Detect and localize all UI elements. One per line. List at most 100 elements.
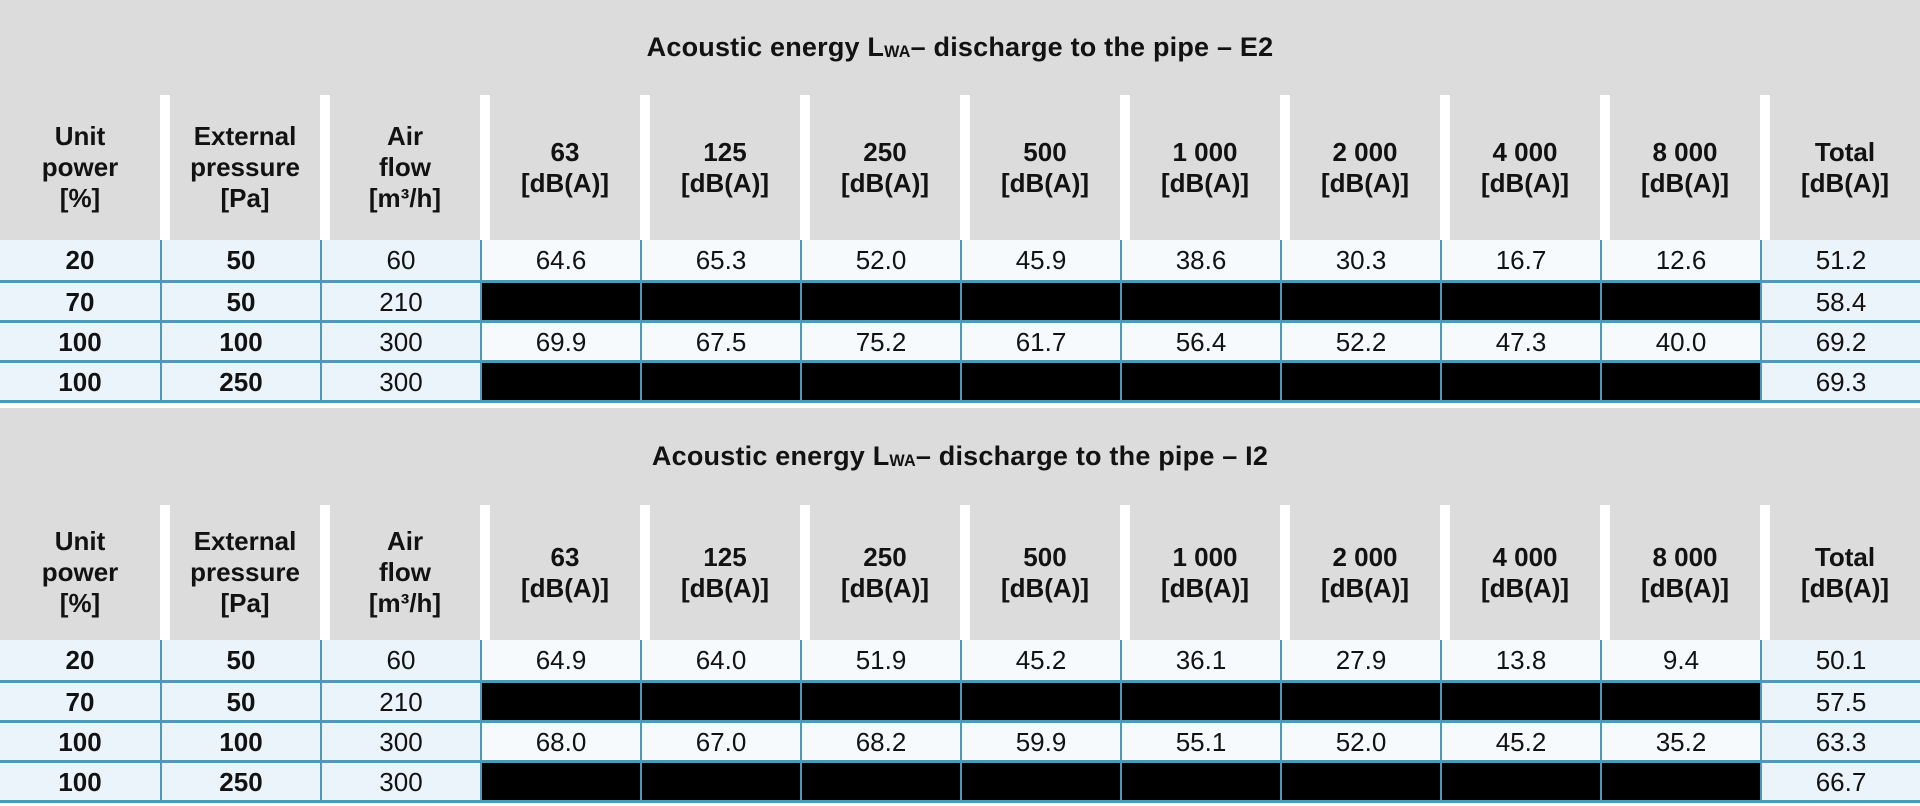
redacted-cell xyxy=(1120,763,1280,800)
cell-unit-power: 100 xyxy=(0,363,160,400)
cell-f8000: 12.6 xyxy=(1600,240,1760,280)
cell-total: 58.4 xyxy=(1760,283,1920,320)
header-line: Unit xyxy=(54,121,106,151)
column-header-f8000: 8 000 [dB(A)] xyxy=(1600,95,1760,240)
header-line: [dB(A)] xyxy=(1320,167,1410,198)
header-line: External xyxy=(193,121,297,151)
cell-f500: 45.2 xyxy=(960,640,1120,680)
cell-total: 57.5 xyxy=(1760,683,1920,720)
column-header-air-flow: Air flow [m³/h] xyxy=(320,95,480,240)
header-line: [dB(A)] xyxy=(1800,167,1890,198)
redacted-cell xyxy=(1600,683,1760,720)
column-header-f500: 500 [dB(A)] xyxy=(960,505,1120,640)
header-line: 63 xyxy=(550,541,580,572)
column-header-f4000: 4 000 [dB(A)] xyxy=(1440,95,1600,240)
redacted-cell xyxy=(1440,763,1600,800)
header-line: power xyxy=(41,152,119,182)
header-line: [dB(A)] xyxy=(1160,167,1250,198)
redacted-cell xyxy=(480,283,640,320)
header-line: 1 000 xyxy=(1172,541,1238,572)
header-line: 8 000 xyxy=(1652,136,1718,167)
cell-f63: 64.9 xyxy=(480,640,640,680)
cell-external-pressure: 50 xyxy=(160,683,320,720)
cell-f250: 52.0 xyxy=(800,240,960,280)
cell-f2000: 27.9 xyxy=(1280,640,1440,680)
cell-external-pressure: 50 xyxy=(160,240,320,280)
column-header-f125: 125 [dB(A)] xyxy=(640,505,800,640)
redacted-cell xyxy=(800,283,960,320)
column-header-f500: 500 [dB(A)] xyxy=(960,95,1120,240)
cell-f125: 65.3 xyxy=(640,240,800,280)
cell-external-pressure: 100 xyxy=(160,323,320,360)
column-header-air-flow: Air flow [m³/h] xyxy=(320,505,480,640)
cell-total: 51.2 xyxy=(1760,240,1920,280)
header-line: [dB(A)] xyxy=(520,167,610,198)
cell-air-flow: 60 xyxy=(320,240,480,280)
header-row: Unit power [%] External pressure [Pa] Air flow[… xyxy=(0,505,1920,640)
redacted-cell xyxy=(1600,763,1760,800)
header-line: [dB(A)] xyxy=(840,167,930,198)
cell-total: 50.1 xyxy=(1760,640,1920,680)
redacted-cell xyxy=(1280,683,1440,720)
data-rows: 20 50 60 64.9 64.0 51.9 45.2 36.1 27.9 13.8 9.4 50.… xyxy=(0,640,1920,803)
title-prefix: Acoustic energy L xyxy=(646,32,885,62)
header-line: 4 000 xyxy=(1492,541,1558,572)
cell-external-pressure: 250 xyxy=(160,763,320,800)
cell-external-pressure: 50 xyxy=(160,283,320,320)
cell-external-pressure: 50 xyxy=(160,640,320,680)
acoustic-table-e2: Acoustic energy L WA – discharge to the p… xyxy=(0,0,1920,403)
table-row: 100 100 300 69.9 67.5 75.2 61.7 56.4 52.2 47.3 40.… xyxy=(0,320,1920,360)
header-line: [dB(A)] xyxy=(1320,572,1410,603)
redacted-cell xyxy=(1600,283,1760,320)
cell-unit-power: 20 xyxy=(0,640,160,680)
table-title: Acoustic energy L WA – discharge to the p… xyxy=(0,408,1920,505)
redacted-cell xyxy=(640,683,800,720)
redacted-cell xyxy=(1280,763,1440,800)
redacted-cell xyxy=(1120,683,1280,720)
column-header-unit-power: Unit power [%] xyxy=(0,95,160,240)
redacted-cell xyxy=(1120,283,1280,320)
header-line: [m³/h] xyxy=(368,588,442,618)
column-header-f2000: 2 000 [dB(A)] xyxy=(1280,505,1440,640)
cell-f1000: 56.4 xyxy=(1120,323,1280,360)
header-line: [dB(A)] xyxy=(520,572,610,603)
column-header-f63: 63 [dB(A)] xyxy=(480,95,640,240)
redacted-cell xyxy=(1440,683,1600,720)
cell-unit-power: 100 xyxy=(0,763,160,800)
header-line: [dB(A)] xyxy=(680,572,770,603)
header-line: 2 000 xyxy=(1332,541,1398,572)
column-header-f250: 250 [dB(A)] xyxy=(800,95,960,240)
table-row: 100 250 300 69.3 xyxy=(0,360,1920,400)
header-line: 250 xyxy=(863,541,907,572)
redacted-cell xyxy=(1280,283,1440,320)
header-line: power xyxy=(41,557,119,587)
cell-f63: 68.0 xyxy=(480,723,640,760)
cell-total: 69.3 xyxy=(1760,363,1920,400)
cell-air-flow: 300 xyxy=(320,763,480,800)
redacted-cell xyxy=(640,763,800,800)
column-header-f8000: 8 000 [dB(A)] xyxy=(1600,505,1760,640)
table-row: 100 100 300 68.0 67.0 68.2 59.9 55.1 52.0 45.2 35.… xyxy=(0,720,1920,760)
cell-f500: 45.9 xyxy=(960,240,1120,280)
header-line: pressure xyxy=(190,152,300,182)
header-line: [dB(A)] xyxy=(840,572,930,603)
header-line: Total xyxy=(1814,541,1876,572)
table-row: 70 50 210 58.4 xyxy=(0,280,1920,320)
column-header-unit-power: Unit power [%] xyxy=(0,505,160,640)
cell-unit-power: 70 xyxy=(0,683,160,720)
header-line: [%] xyxy=(59,183,101,213)
header-line: Total xyxy=(1814,136,1876,167)
cell-air-flow: 60 xyxy=(320,640,480,680)
redacted-cell xyxy=(960,363,1120,400)
column-header-f1000: 1 000 [dB(A)] xyxy=(1120,95,1280,240)
header-line: 500 xyxy=(1023,136,1067,167)
header-line: 125 xyxy=(703,541,747,572)
column-header-total: Total [dB(A)] xyxy=(1760,505,1920,640)
table-row: 100 250 300 66.7 xyxy=(0,760,1920,800)
header-line: [dB(A)] xyxy=(1640,572,1730,603)
table-row: 20 50 60 64.9 64.0 51.9 45.2 36.1 27.9 13.8 9.4 50.… xyxy=(0,640,1920,680)
cell-total: 66.7 xyxy=(1760,763,1920,800)
cell-f250: 68.2 xyxy=(800,723,960,760)
cell-f4000: 47.3 xyxy=(1440,323,1600,360)
